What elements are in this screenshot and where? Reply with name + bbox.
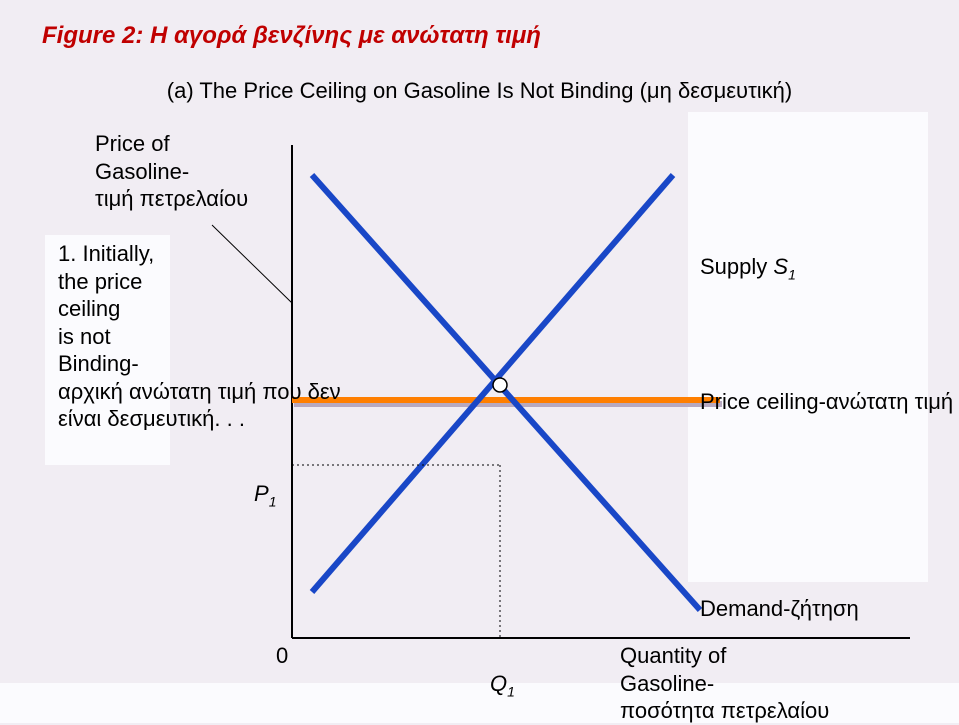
origin-label: 0 <box>276 642 288 670</box>
supply-label: Supply S1 <box>700 225 796 283</box>
equilibrium-point <box>493 378 507 392</box>
q1-label: Q1 <box>490 642 515 700</box>
demand-label: Demand-ζήτηση <box>700 595 859 623</box>
y-axis-label: Price of Gasoline- τιμή πετρελαίου <box>95 130 248 213</box>
x-axis-label: Quantity of Gasoline- ποσότητα πετρελαίο… <box>620 642 829 725</box>
price-ceiling-label: Price ceiling-ανώτατη τιμή <box>700 388 953 416</box>
figure-container: Figure 2: Η αγορά βενζίνης με ανώτατη τι… <box>0 0 959 720</box>
left-note: 1. Initially, the price ceiling is not B… <box>58 240 378 433</box>
p1-label: P1 <box>254 452 276 510</box>
